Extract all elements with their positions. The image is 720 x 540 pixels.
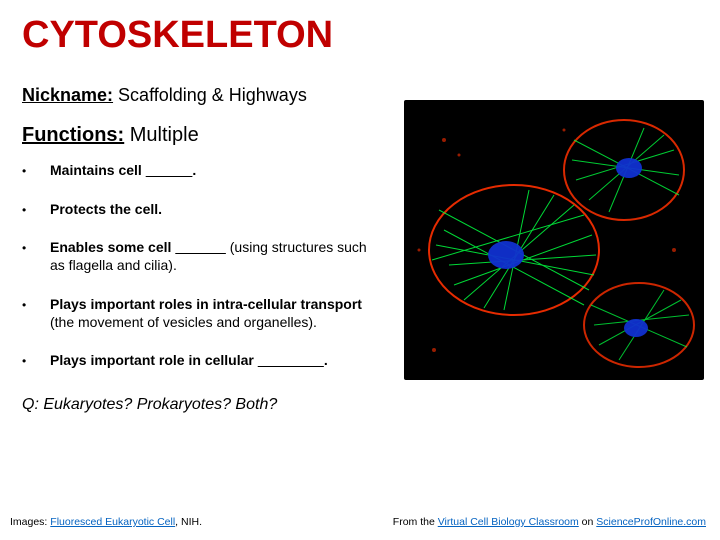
blank [146,162,193,178]
footer-text: Images: [10,516,50,528]
footer-right: From the Virtual Cell Biology Classroom … [393,516,706,528]
functions-label: Functions: [22,124,124,146]
bullet-bold: Plays important role in cellular [50,352,258,368]
list-item: • Plays important role in cellular . [22,351,380,370]
bullet-list: • Maintains cell . • Protects the cell. … [0,147,380,370]
list-item: • Maintains cell . [22,161,380,180]
blank [258,352,324,368]
bullet-suffix: . [192,162,196,178]
bullet-bold: Maintains cell [50,162,146,178]
bullet-icon: • [22,161,50,180]
site-link[interactable]: ScienceProfOnline.com [596,516,706,528]
bullet-bold: Protects the cell. [50,201,162,217]
bullet-icon: • [22,351,50,370]
nickname-label: Nickname: [22,85,113,105]
bullet-suffix: . [324,352,328,368]
page-title: CYTOSKELETON [0,0,720,57]
footer-text: on [579,516,597,528]
functions-value: Multiple [124,124,198,146]
blank [175,239,226,255]
classroom-link[interactable]: Virtual Cell Biology Classroom [438,516,579,528]
nickname-line: Nickname: Scaffolding & Highways [0,57,720,106]
footer-text: From the [393,516,438,528]
footer: Images: Fluoresced Eukaryotic Cell, NIH.… [0,516,720,528]
bullet-bold: Plays important roles in intra-cellular … [50,296,362,312]
footer-left: Images: Fluoresced Eukaryotic Cell, NIH. [10,516,202,528]
list-item: • Plays important roles in intra-cellula… [22,295,380,331]
question-text: Q: Eukaryotes? Prokaryotes? Both? [0,390,720,414]
bullet-icon: • [22,200,50,219]
bullet-suffix: (the movement of vesicles and organelles… [50,314,317,330]
cell-micrograph [404,100,704,380]
list-item: • Enables some cell (using structures su… [22,238,380,274]
image-credit-link[interactable]: Fluoresced Eukaryotic Cell [50,516,175,528]
bullet-icon: • [22,238,50,257]
bullet-bold: Enables some cell [50,239,175,255]
nickname-value: Scaffolding & Highways [113,85,307,105]
footer-text: , NIH. [175,516,202,528]
list-item: • Protects the cell. [22,200,380,219]
bullet-icon: • [22,295,50,314]
